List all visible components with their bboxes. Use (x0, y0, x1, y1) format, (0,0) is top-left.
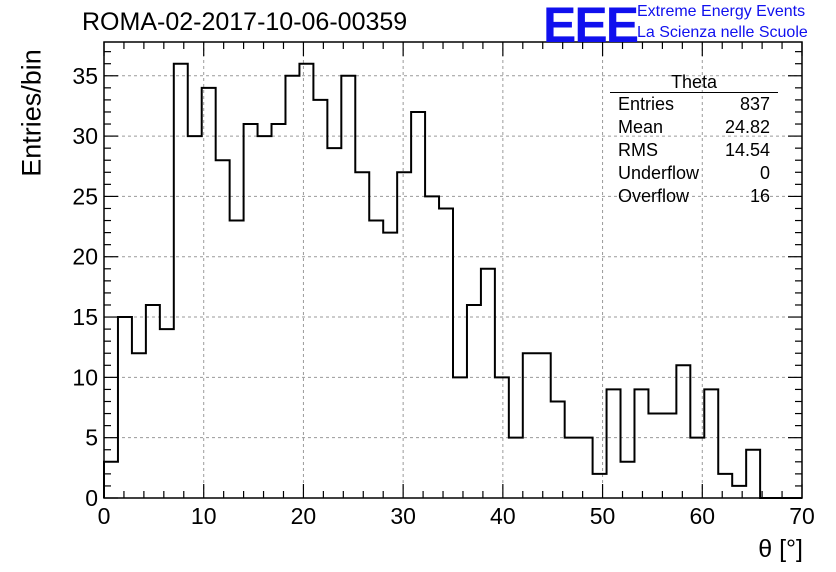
stats-label: RMS (618, 140, 658, 160)
x-tick-label: 20 (291, 503, 317, 529)
y-tick-label: 15 (72, 304, 98, 330)
y-tick-label: 0 (85, 485, 98, 511)
stats-row: Overflow 16 (610, 185, 778, 208)
stats-row: RMS 14.54 (610, 139, 778, 162)
x-tick-label: 10 (191, 503, 217, 529)
y-tick-labels: 0 5 10 15 20 25 30 35 (72, 63, 98, 511)
x-tick-label: 50 (590, 503, 616, 529)
y-tick-label: 30 (72, 123, 98, 149)
run-title: ROMA-02-2017-10-06-00359 (82, 8, 408, 36)
plot-frame (103, 41, 803, 499)
logo-line-1: Extreme Energy Events (637, 3, 806, 20)
x-axis-label: θ [°] (758, 535, 803, 563)
logo-line-2: La Scienza nelle Scuole (637, 24, 808, 41)
stats-row: Mean 24.82 (610, 116, 778, 139)
x-tick-label: 70 (789, 503, 815, 529)
eee-logo: EEE (543, 0, 639, 53)
histogram-series (103, 62, 802, 499)
x-tick-label: 30 (390, 503, 416, 529)
y-tick-label: 25 (72, 183, 98, 209)
y-axis-label: Entries/bin (16, 49, 47, 177)
stats-label: Entries (618, 94, 675, 114)
stats-row: Underflow 0 (610, 162, 778, 185)
stats-label: Overflow (618, 186, 690, 206)
x-tick-label: 40 (490, 503, 516, 529)
stats-title: Theta (610, 72, 778, 93)
stats-value: 837 (739, 94, 770, 114)
x-tick-label: 0 (98, 503, 111, 529)
x-tick-labels: 0 10 20 30 40 50 60 70 (98, 503, 815, 529)
axis-ticks (103, 42, 803, 499)
stats-value: 14.54 (724, 140, 770, 160)
x-tick-label: 60 (689, 503, 715, 529)
y-tick-label: 5 (85, 425, 98, 451)
y-tick-label: 20 (72, 244, 98, 270)
stats-value: 16 (749, 186, 770, 206)
stats-label: Mean (618, 117, 664, 137)
y-tick-label: 10 (72, 364, 98, 390)
stats-value: 0 (759, 163, 770, 183)
y-tick-label: 35 (72, 63, 98, 89)
stats-label: Underflow (618, 163, 700, 183)
stats-value: 24.82 (724, 117, 770, 137)
stats-box: Theta Entries 837 Mean 24.82 RMS 14.54 Unde… (610, 72, 778, 208)
stats-row: Entries 837 (610, 93, 778, 116)
